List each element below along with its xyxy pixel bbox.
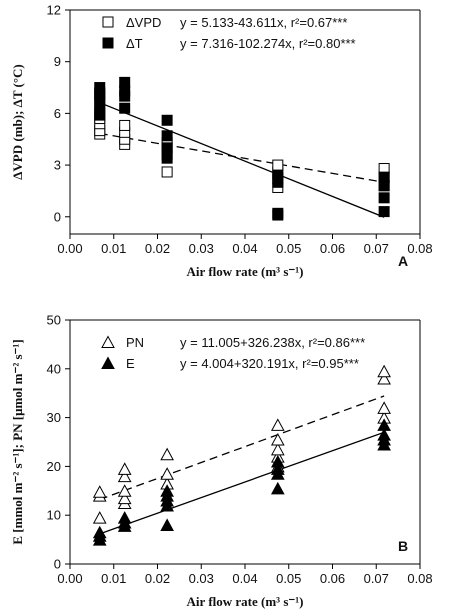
panel-letter: B [398, 538, 408, 554]
legend-marker-series-1 [102, 16, 114, 28]
data-point-series-2 [160, 518, 174, 531]
x-tick-label: 0.03 [189, 241, 214, 256]
data-point-series-1 [377, 364, 391, 378]
data-point-series-2 [160, 484, 174, 497]
fit-line-series-1 [99, 132, 385, 183]
data-point-series-2 [161, 142, 173, 154]
y-tick-label: 6 [54, 106, 61, 121]
y-tick-label: 20 [47, 459, 61, 474]
data-point-series-1 [270, 418, 285, 431]
data-point-series-1 [161, 166, 173, 178]
x-tick-label: 0.08 [407, 571, 432, 586]
legend-name-series-2: E [126, 356, 135, 371]
x-tick-label: 0.05 [276, 571, 301, 586]
data-point-series-1 [160, 447, 174, 461]
x-tick-label: 0.00 [57, 571, 82, 586]
x-tick-label: 0.02 [145, 571, 170, 586]
y-tick-label: 9 [54, 54, 61, 69]
data-point-series-1 [270, 442, 285, 456]
legend-equation-series-2: y = 7.316-102.274x, r²=0.80*** [180, 36, 356, 51]
data-point-series-2 [161, 152, 173, 164]
x-axis-label: Air flow rate (m³ s⁻¹) [187, 264, 304, 279]
y-tick-label: 30 [47, 410, 61, 425]
y-tick-label: 50 [47, 313, 61, 328]
x-tick-label: 0.07 [364, 241, 389, 256]
panel-b: 0.00 0.01 0.02 0.03 0.04 0.05 0.06 0.07 0.08 0 10 2… [10, 313, 433, 610]
x-tick-label: 0.06 [320, 241, 345, 256]
panel-letter: A [398, 253, 408, 269]
legend-marker-series-1 [101, 335, 115, 348]
x-tick-label: 0.07 [364, 571, 389, 586]
y-axis-label: ΔVPD (mb); ΔT (°C) [10, 64, 25, 180]
data-point-series-1 [117, 491, 132, 505]
data-point-series-1 [272, 159, 284, 171]
data-point-series-2 [119, 102, 131, 114]
x-tick-label: 0.08 [407, 241, 432, 256]
x-tick-label: 0.03 [189, 571, 214, 586]
data-point-series-2 [117, 511, 132, 524]
fit-line-series-2 [99, 431, 385, 535]
legend-marker-series-2 [102, 37, 114, 49]
x-tick-label: 0.04 [232, 241, 257, 256]
data-point-series-2 [377, 428, 391, 441]
data-point-series-2 [378, 192, 390, 204]
x-tick-label: 0.01 [101, 241, 126, 256]
data-point-series-2 [272, 169, 284, 181]
data-point-series-1 [117, 469, 132, 483]
data-point-series-2 [119, 76, 131, 88]
data-point-series-1 [92, 511, 107, 524]
data-point-series-2 [378, 171, 390, 183]
data-point-series-2 [92, 525, 107, 539]
data-point-series-1 [377, 372, 391, 385]
data-point-series-1 [92, 485, 107, 498]
data-point-series-1 [117, 484, 132, 497]
data-point-series-2 [272, 207, 284, 219]
y-tick-label: 3 [54, 158, 61, 173]
legend-name-series-1: PN [126, 335, 144, 350]
data-point-series-2 [378, 206, 390, 218]
data-point-series-2 [270, 462, 285, 475]
y-tick-label: 10 [47, 508, 61, 523]
data-point-series-2 [161, 114, 173, 126]
x-tick-label: 0.06 [320, 571, 345, 586]
data-point-series-1 [270, 433, 285, 446]
legend-marker-series-2 [101, 356, 115, 369]
y-axis-label: E [mmol m⁻² s⁻¹]; PN [μmol m⁻² s⁻¹] [10, 339, 25, 544]
x-tick-label: 0.00 [57, 241, 82, 256]
legend-equation-series-1: y = 5.133-43.611x, r²=0.67*** [180, 15, 347, 30]
data-point-series-1 [160, 467, 174, 480]
data-point-series-1 [117, 462, 132, 475]
x-tick-label: 0.04 [232, 571, 257, 586]
panel-a: 0.00 0.01 0.02 0.03 0.04 0.05 0.06 0.07 0.08 0 3 6 9… [10, 3, 433, 280]
data-point-series-2 [94, 82, 106, 94]
data-point-series-2 [270, 481, 285, 495]
data-point-series-2 [161, 130, 173, 142]
legend-equation-series-1: y = 11.005+326.238x, r²=0.86*** [180, 335, 365, 350]
data-point-series-1 [119, 119, 131, 131]
x-tick-label: 0.05 [276, 241, 301, 256]
y-tick-label: 0 [54, 209, 61, 224]
y-tick-label: 12 [47, 3, 61, 18]
y-tick-label: 40 [47, 361, 61, 376]
legend-equation-series-2: y = 4.004+320.191x, r²=0.95*** [180, 356, 359, 371]
legend-name-series-1: ΔVPD [126, 15, 161, 30]
data-point-series-1 [377, 401, 391, 414]
fit-line-series-2 [99, 102, 385, 218]
x-tick-label: 0.02 [145, 241, 170, 256]
fit-line-series-1 [99, 395, 385, 501]
x-axis-label: Air flow rate (m³ s⁻¹) [187, 594, 304, 609]
x-tick-label: 0.01 [101, 571, 126, 586]
y-tick-label: 0 [54, 557, 61, 572]
legend-name-series-2: ΔT [126, 36, 143, 51]
data-point-series-2 [377, 418, 391, 431]
data-point-series-2 [270, 454, 285, 468]
